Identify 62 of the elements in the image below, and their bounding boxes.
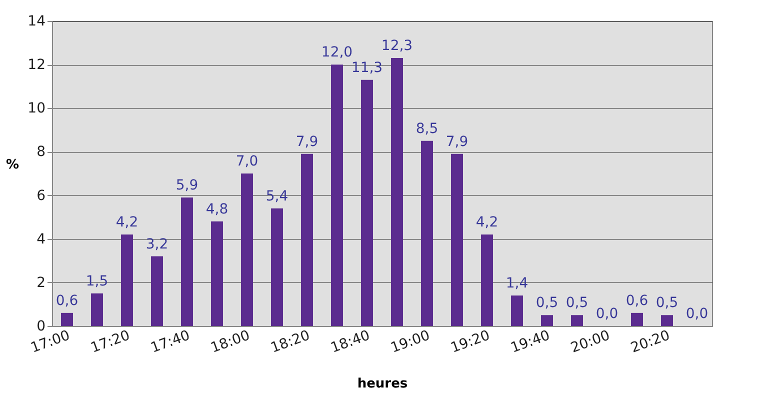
x-tick-label: 20:20 (628, 328, 672, 356)
data-label: 0,6 (626, 292, 648, 309)
x-tick-label: 19:20 (448, 328, 492, 356)
data-label: 4,2 (116, 214, 138, 230)
bar (661, 315, 673, 326)
data-label: 7,0 (236, 154, 258, 170)
data-label: 1,5 (86, 273, 108, 290)
y-tick-label: 10 (28, 100, 46, 117)
bar (421, 140, 433, 326)
data-label: 0,5 (536, 295, 558, 312)
y-tick-label: 14 (28, 14, 46, 30)
x-axis-title: heures (357, 376, 408, 392)
bar (91, 293, 103, 326)
bar (301, 154, 313, 326)
data-label: 0,5 (656, 295, 678, 312)
bar (571, 315, 583, 326)
data-label: 12,3 (381, 38, 413, 54)
data-label: 1,4 (506, 276, 528, 292)
data-label: 8,5 (416, 120, 438, 137)
y-tick-label: 4 (36, 231, 46, 248)
bar (481, 234, 493, 326)
data-label: 0,6 (56, 292, 78, 309)
x-tick-label: 17:40 (148, 328, 192, 356)
data-label: 0,0 (596, 306, 618, 322)
data-label: 4,8 (206, 201, 228, 218)
y-tick-label: 12 (28, 57, 46, 74)
data-label: 5,4 (266, 188, 288, 204)
bar (631, 312, 643, 326)
data-label: 7,9 (446, 134, 468, 150)
y-tick-label: 2 (36, 274, 46, 291)
bar (391, 58, 403, 326)
bar (511, 296, 523, 326)
bar (331, 64, 343, 326)
y-tick-label: 6 (36, 188, 46, 204)
y-tick-label: 8 (36, 144, 46, 160)
bar (361, 80, 373, 326)
data-label: 3,2 (146, 236, 168, 252)
data-label: 4,2 (476, 214, 498, 230)
bar (541, 315, 553, 326)
bar (121, 234, 133, 326)
x-tick-label: 20:00 (568, 328, 612, 356)
bar (61, 312, 73, 326)
x-tick-label: 18:00 (208, 328, 252, 356)
bar (151, 256, 163, 326)
x-tick-label: 19:00 (388, 328, 432, 356)
data-label: 5,9 (176, 177, 198, 194)
bar (451, 154, 463, 326)
bar (181, 197, 193, 326)
data-label: 11,3 (351, 60, 383, 76)
x-tick-label: 18:20 (268, 328, 312, 356)
bar (211, 221, 223, 326)
bar (271, 208, 283, 326)
data-label: 7,9 (296, 134, 318, 150)
data-label: 0,0 (686, 306, 708, 322)
data-label: 12,0 (321, 44, 353, 61)
bar (241, 174, 253, 326)
y-axis-title: % (6, 158, 20, 172)
y-tick-label: 0 (36, 318, 46, 334)
x-tick-label: 17:20 (88, 328, 132, 356)
x-tick-label: 18:40 (328, 328, 372, 356)
data-label: 0,5 (566, 295, 588, 312)
x-tick-label: 19:40 (508, 328, 552, 356)
